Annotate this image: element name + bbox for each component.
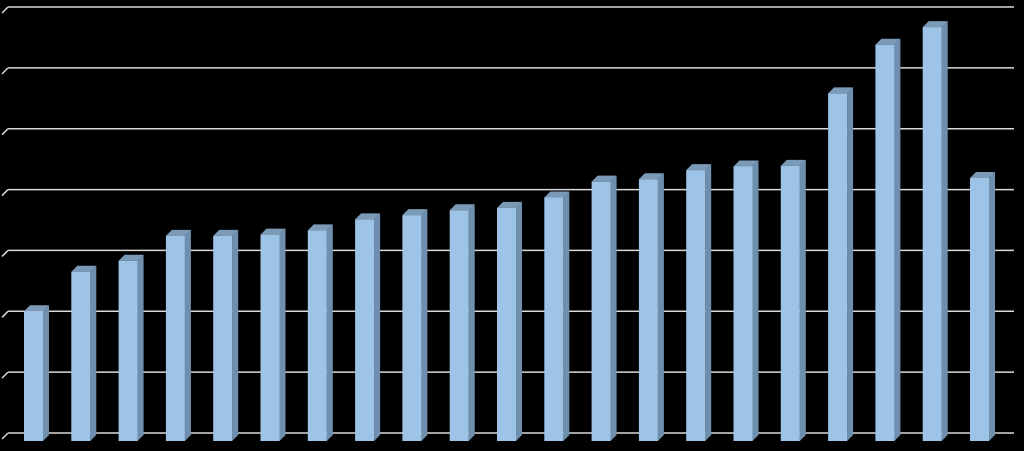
bar-top: [638, 173, 664, 180]
bar-side: [610, 175, 617, 441]
gridline-tick: [1, 432, 9, 440]
bar: [686, 164, 712, 441]
bar-front: [213, 235, 233, 441]
bar-front: [24, 311, 43, 441]
bar: [71, 265, 97, 441]
bar-front: [922, 27, 942, 442]
bar-top: [71, 265, 97, 272]
bar-side: [752, 160, 759, 441]
bar-side: [894, 38, 901, 441]
bar-top: [307, 224, 333, 231]
bar-front: [828, 93, 848, 441]
bar-top: [544, 191, 570, 198]
bar-side: [847, 87, 854, 441]
bar-top: [970, 172, 995, 179]
gridline-tick: [1, 371, 9, 379]
bar-side: [516, 201, 522, 441]
bar-side: [184, 229, 191, 441]
bar: [260, 228, 286, 441]
bar: [355, 213, 381, 441]
bar-front: [780, 165, 800, 441]
bar: [307, 224, 333, 441]
bar: [24, 305, 49, 441]
bar-side: [705, 164, 712, 441]
bar: [638, 173, 664, 441]
bar-front: [260, 234, 280, 441]
bar-front: [402, 215, 422, 441]
bar-top: [402, 209, 428, 216]
bar: [402, 209, 428, 441]
bar-top: [213, 229, 239, 236]
gridline-tick: [1, 249, 9, 257]
bar-top: [449, 204, 475, 211]
bar-side: [43, 305, 49, 441]
bar-front: [118, 260, 138, 441]
bar-top: [497, 201, 522, 208]
bar-front: [307, 230, 327, 441]
bar-top: [828, 87, 854, 94]
bar-front: [165, 235, 185, 441]
bar: [213, 229, 239, 441]
bars: [24, 21, 995, 442]
gridline-tick: [1, 189, 9, 197]
bar: [449, 204, 475, 441]
bar-top: [24, 305, 49, 312]
bar-side: [232, 229, 239, 441]
bar-front: [355, 219, 375, 441]
bar-side: [468, 204, 475, 441]
bar: [497, 201, 522, 441]
gridline-tick: [1, 310, 9, 318]
bar: [591, 175, 617, 441]
bar-side: [799, 159, 806, 441]
bar-side: [374, 213, 381, 441]
bar-top: [355, 213, 381, 220]
bar-side: [279, 228, 286, 441]
bar: [970, 172, 995, 441]
bar-side: [563, 191, 570, 441]
bar-front: [686, 170, 706, 441]
bar-front: [970, 178, 989, 441]
bar-front: [71, 271, 91, 441]
bar-front: [638, 179, 658, 441]
bar-side: [326, 224, 333, 441]
bar-top: [591, 175, 617, 182]
bar-side: [90, 265, 97, 441]
bar: [733, 160, 759, 441]
gridline-tick: [1, 67, 9, 75]
bar-top: [780, 159, 806, 166]
bar-side: [421, 209, 428, 441]
bar-side: [941, 21, 948, 442]
bar: [780, 159, 806, 441]
bar: [875, 38, 901, 441]
bar-top: [118, 254, 144, 261]
bar-side: [657, 173, 664, 441]
bar-front: [497, 207, 516, 441]
bar-top: [733, 160, 759, 167]
bar-side: [989, 172, 995, 441]
bar-front: [591, 181, 611, 441]
bar-top: [165, 229, 191, 236]
bar: [544, 191, 570, 441]
bar-front: [449, 210, 469, 441]
bar-front: [875, 44, 895, 441]
bar: [165, 229, 191, 441]
gridline-tick: [1, 128, 9, 136]
bar-side: [137, 254, 144, 441]
gridline-tick: [1, 6, 9, 14]
bar-front: [733, 166, 753, 441]
bar: [118, 254, 144, 441]
bar-top: [875, 38, 901, 45]
bar: [828, 87, 854, 441]
bar-front: [544, 197, 564, 441]
bar-top: [260, 228, 286, 235]
bar-top: [922, 21, 948, 28]
bar: [922, 21, 948, 442]
bar-top: [686, 164, 712, 171]
